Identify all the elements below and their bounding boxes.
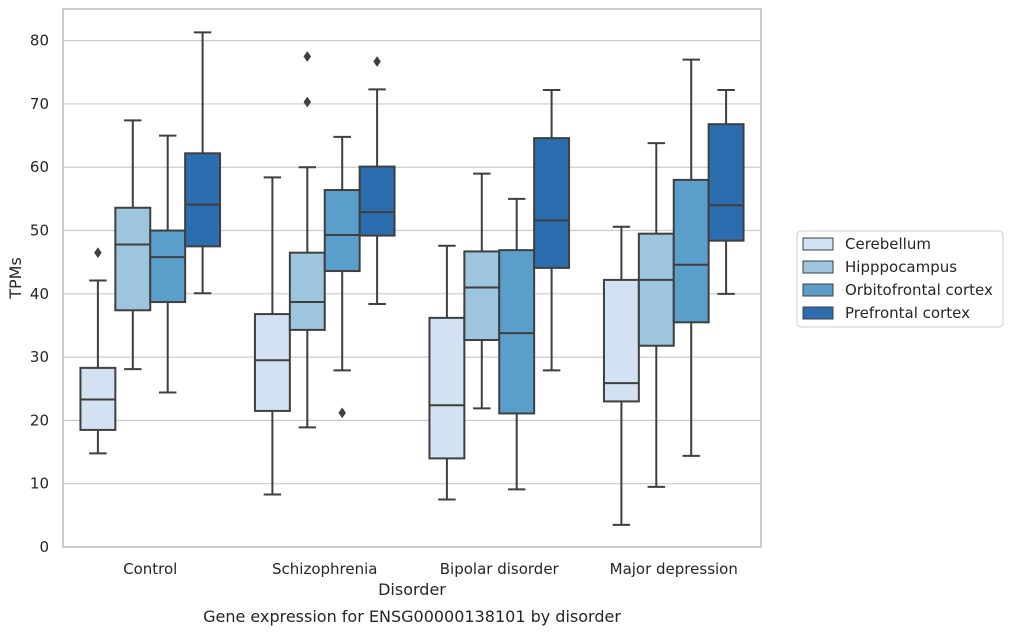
legend-entry-label: Hipppocampus xyxy=(845,258,957,276)
box xyxy=(253,313,291,412)
y-tick-label: 0 xyxy=(39,538,49,556)
x-axis-label: Disorder xyxy=(378,580,446,599)
y-tick-label: 60 xyxy=(30,158,49,176)
box-group xyxy=(358,56,396,305)
box-group xyxy=(707,89,745,295)
box-group xyxy=(114,119,152,371)
box-group xyxy=(428,244,466,501)
legend-swatch xyxy=(802,237,834,251)
box-group xyxy=(79,247,117,455)
y-tick-label: 70 xyxy=(30,95,49,113)
legend-entry-label: Orbitofrontal cortex xyxy=(845,281,993,299)
outlier-point xyxy=(338,407,347,419)
box-group xyxy=(288,51,326,429)
box-group xyxy=(672,58,710,457)
box xyxy=(707,123,745,242)
box-group xyxy=(184,31,222,295)
box xyxy=(358,165,396,237)
y-tick-label: 10 xyxy=(30,475,49,493)
box xyxy=(149,229,187,304)
y-tick-label: 40 xyxy=(30,285,49,303)
y-tick-label: 20 xyxy=(30,411,49,429)
chart-caption: Gene expression for ENSG00000138101 by d… xyxy=(203,607,621,626)
box-group xyxy=(253,176,291,496)
box xyxy=(533,137,571,269)
box xyxy=(288,251,326,331)
outlier-point xyxy=(373,56,381,67)
box xyxy=(637,232,675,347)
outlier-point xyxy=(94,247,102,259)
box xyxy=(672,178,710,324)
outlier-point xyxy=(303,96,312,108)
box-group xyxy=(498,197,536,491)
x-tick-label: Major depression xyxy=(610,560,738,578)
legend-swatch xyxy=(802,306,834,320)
y-axis-label: TPMs xyxy=(6,257,25,300)
y-tick-label: 30 xyxy=(30,348,49,366)
box xyxy=(114,206,152,312)
box-group xyxy=(149,134,187,394)
box-group xyxy=(323,135,361,419)
box-group xyxy=(637,142,675,488)
legend-frame xyxy=(796,230,1004,328)
plot-frame xyxy=(62,8,762,548)
y-tick-label: 50 xyxy=(30,222,49,240)
box xyxy=(184,152,222,248)
y-tick-labels: 0 10 20 30 40 50 60 70 80 xyxy=(30,32,49,556)
legend-entry-label: Prefrontal cortex xyxy=(845,304,970,322)
x-tick-label: Control xyxy=(123,560,177,578)
x-tick-labels: Control Schizophrenia Bipolar disorder Majo… xyxy=(123,560,738,578)
legend-swatch xyxy=(802,260,834,274)
box xyxy=(463,250,501,342)
x-tick-label: Schizophrenia xyxy=(272,560,377,578)
legend-entry-label: Cerebellum xyxy=(845,235,931,253)
legend-swatch xyxy=(802,283,834,297)
box xyxy=(498,249,536,415)
box xyxy=(428,316,466,460)
box-series-layer xyxy=(79,31,745,526)
legend: Cerebellum Hipppocampus Orbitofrontal cort… xyxy=(796,230,1004,328)
y-tick-label: 80 xyxy=(30,32,49,50)
box xyxy=(323,189,361,273)
box-group xyxy=(533,89,571,372)
outlier-point xyxy=(303,51,312,62)
x-tick-label: Bipolar disorder xyxy=(440,560,560,578)
